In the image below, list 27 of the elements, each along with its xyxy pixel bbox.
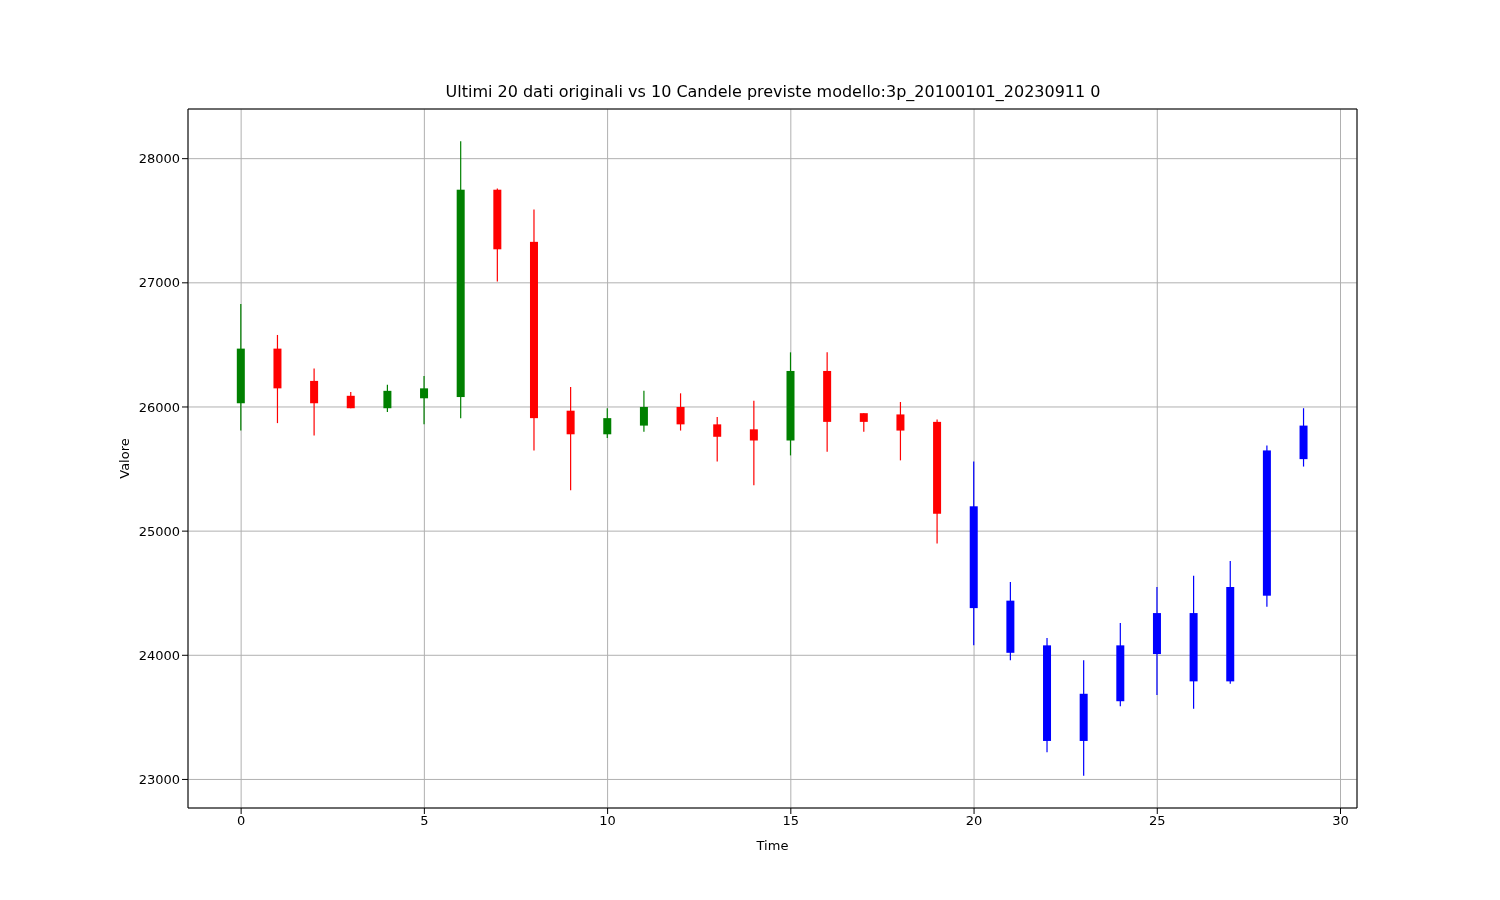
- x-tick-label: 15: [782, 813, 800, 829]
- candlestick: [310, 367, 319, 437]
- chart-title: Ultimi 20 dati originali vs 10 Candele previste modello:3p_20100101_20230911 0: [444, 82, 1102, 101]
- y-tick-label: 27000: [138, 275, 180, 291]
- x-tick-label: 0: [237, 813, 246, 829]
- y-tick-label: 24000: [138, 647, 180, 663]
- candlestick: [859, 412, 868, 433]
- y-tick-label: 28000: [138, 151, 180, 167]
- candlestick: [603, 407, 612, 439]
- x-tick-label: 20: [965, 813, 983, 829]
- candlestick: [383, 384, 392, 413]
- y-tick-label: 26000: [138, 399, 180, 415]
- candlestick: [420, 375, 429, 425]
- x-tick-label: 25: [1149, 813, 1166, 829]
- x-axis-title: Time: [755, 838, 789, 853]
- x-tick-label: 10: [599, 813, 616, 829]
- candlestick: [676, 392, 685, 432]
- y-tick-label: 25000: [138, 523, 180, 539]
- y-axis-title: Valore: [116, 438, 132, 479]
- x-tick-label: 5: [420, 813, 429, 829]
- candlestick: [639, 390, 648, 433]
- candlestick: [713, 416, 722, 463]
- candlestick: [896, 401, 905, 461]
- candlestick: [749, 400, 758, 486]
- x-tick-label: 30: [1332, 813, 1349, 829]
- candlestick: [566, 386, 575, 491]
- y-tick-label: 23000: [138, 772, 180, 788]
